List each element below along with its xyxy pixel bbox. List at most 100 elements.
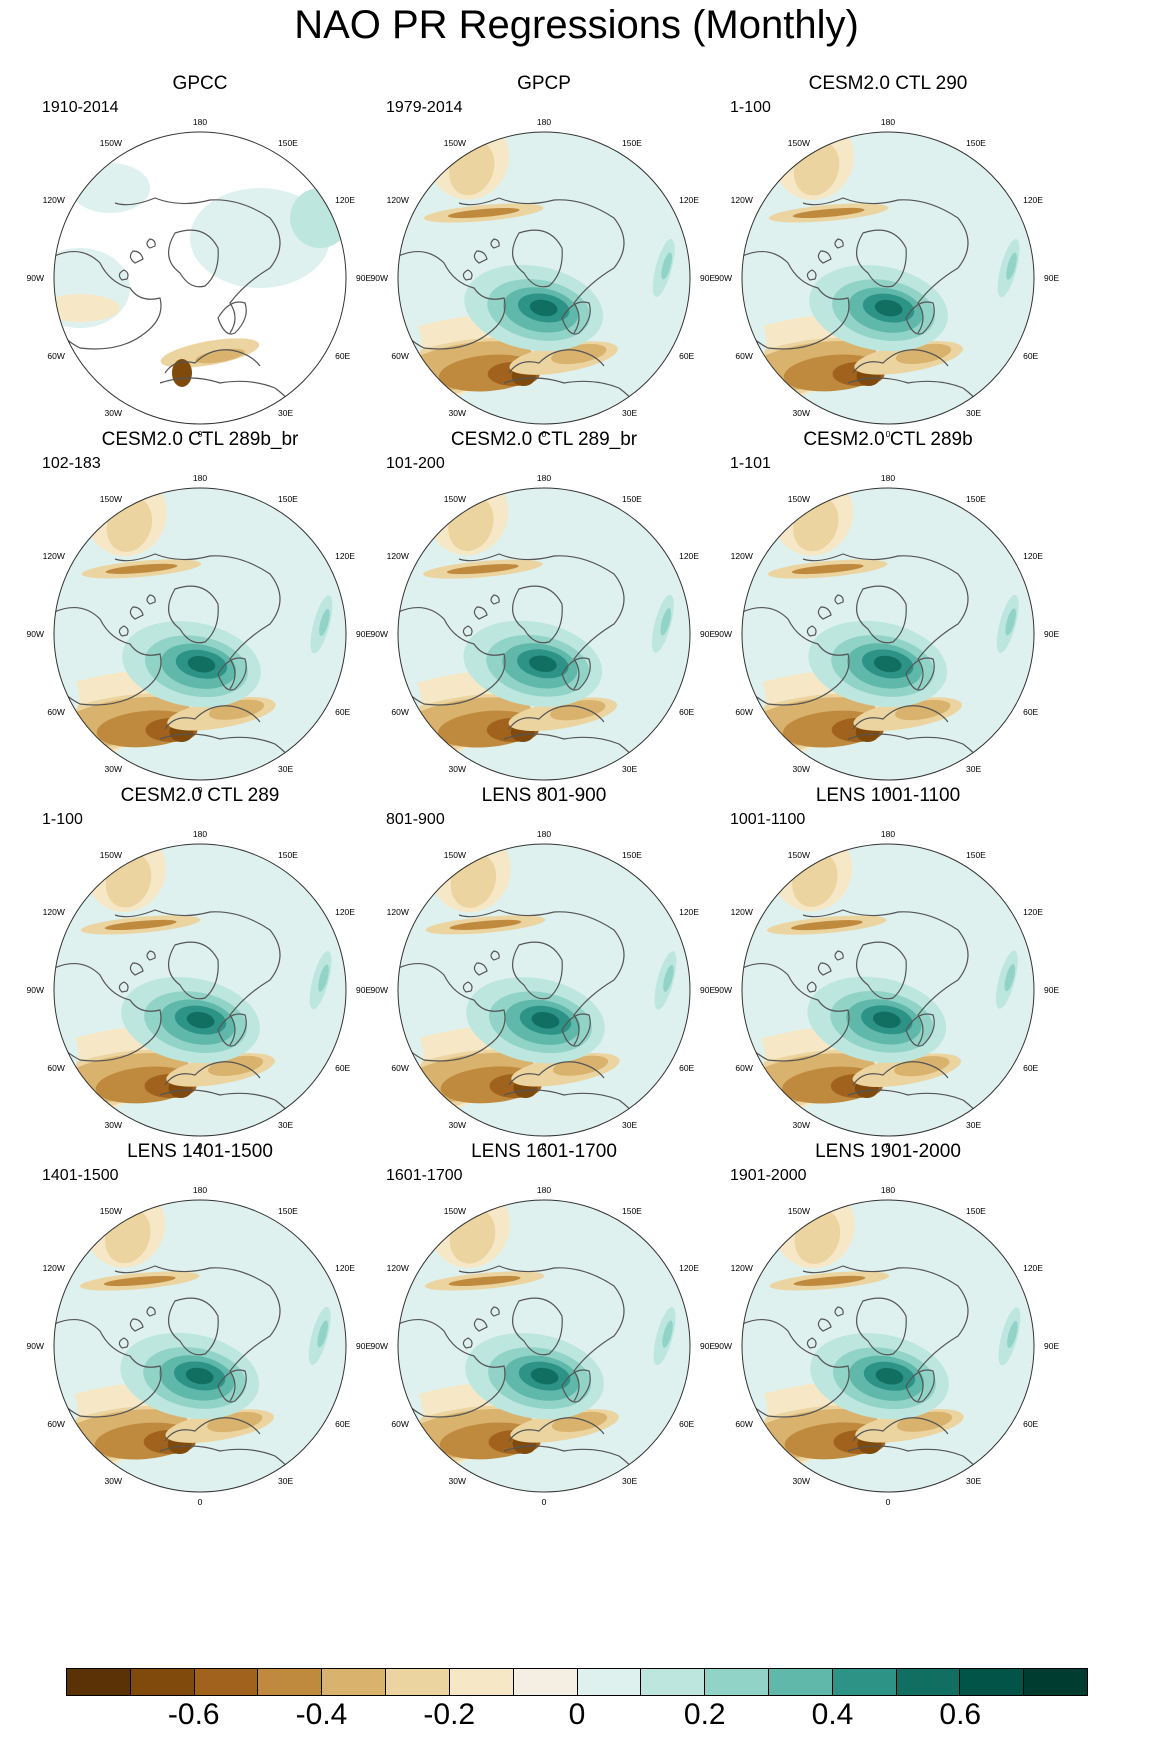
panel-period: 102-183 [42, 455, 101, 472]
longitude-label: 30W [793, 764, 810, 774]
panel-period: 1601-1700 [386, 1167, 463, 1184]
longitude-label: 60W [391, 707, 408, 717]
longitude-label: 150W [788, 1206, 810, 1216]
colorbar-swatch [194, 1669, 259, 1695]
precip-anomaly-contour [318, 964, 329, 992]
longitude-label: 120W [731, 195, 753, 205]
map-boundary [53, 1199, 347, 1493]
longitude-label: 150E [622, 1206, 642, 1216]
longitude-label: 60E [679, 351, 694, 361]
precip-anomaly-contour [531, 1012, 560, 1029]
longitude-label: 60E [335, 707, 350, 717]
colorbar-swatch [322, 1669, 387, 1695]
coastline-outline [114, 1265, 281, 1402]
map-panel: LENS 1601-1700 180 150E 120E 90E 60E 30E 0 30W 60… [354, 1140, 734, 1535]
precip-anomaly-contour [908, 188, 989, 248]
longitude-label: 60W [735, 1419, 752, 1429]
longitude-label: 180 [537, 473, 551, 483]
precip-anomaly-contour [448, 1275, 521, 1287]
longitude-label: 120E [679, 195, 699, 205]
map-panel: CESM2.0 CTL 289 180 150E 120E 90E 60E 30E 0 30W 6… [10, 784, 390, 1179]
longitude-label: 150W [444, 850, 466, 860]
longitude-label: 120E [1023, 551, 1043, 561]
map-panel: LENS 1401-1500 180 150E 120E 90E 60E 30E 0 30W 60… [10, 1140, 390, 1535]
coastline-outline [512, 585, 563, 644]
coastline-outline [398, 963, 506, 1062]
precip-anomaly-contour [562, 544, 643, 604]
longitude-label: 90W [371, 629, 388, 639]
precip-anomaly-contour [742, 920, 837, 980]
precip-anomaly-contour [54, 564, 152, 624]
longitude-label: 120W [731, 907, 753, 917]
colorbar-swatch [130, 1669, 195, 1695]
longitude-label: 90E [1044, 273, 1059, 283]
coastline-outline [217, 657, 247, 691]
longitude-label: 120W [387, 195, 409, 205]
longitude-label: 180 [881, 117, 895, 127]
longitude-label: 0 [542, 429, 547, 439]
panel-period: 1-100 [42, 811, 83, 828]
map-panel-grid: GPCC 180 150E 120E 90E 60E 30E 0 30W 60W 90W 120W 15… [10, 72, 1060, 1535]
longitude-label: 90E [700, 273, 715, 283]
longitude-label: 60W [735, 1063, 752, 1073]
longitude-label: 90E [1044, 1341, 1059, 1351]
polar-stereographic-map: 180 150E 120E 90E 60E 30E 0 30W 60W 90W 120W 150W [371, 1185, 716, 1507]
polar-stereographic-map: 180 150E 120E 90E 60E 30E 0 30W 60W 90W 120W 150W [27, 473, 372, 795]
figure-title: NAO PR Regressions (Monthly) [294, 3, 859, 47]
precip-anomaly-contour [662, 1320, 673, 1348]
precip-anomaly-contour [446, 564, 519, 575]
longitude-label: 30E [622, 408, 637, 418]
precip-anomaly-contour [874, 299, 903, 317]
precip-anomaly-contour [103, 1275, 176, 1287]
longitude-label: 0 [542, 785, 547, 795]
map-panel: GPCP 180 150E 120E 90E 60E 30E 0 30W 60W 90W 120W 15… [354, 72, 734, 467]
precip-anomaly-contour [530, 1367, 559, 1385]
precip-anomaly-contour [398, 208, 494, 268]
panel-period: 101-200 [386, 455, 445, 472]
coastline-outline [458, 909, 625, 1046]
colorbar-swatch [386, 1669, 450, 1695]
longitude-label: 30E [966, 1120, 981, 1130]
coastline-outline [905, 301, 935, 335]
longitude-label: 180 [881, 829, 895, 839]
precip-anomaly-contour [529, 299, 558, 317]
precip-anomaly-contour [187, 656, 216, 673]
coastline-outline [114, 553, 281, 690]
precip-anomaly-contour [447, 207, 520, 219]
longitude-label: 180 [881, 1185, 895, 1195]
longitude-label: 30W [449, 1120, 466, 1130]
coastline-outline [856, 1297, 907, 1356]
longitude-label: 0 [886, 1141, 891, 1151]
longitude-label: 30W [449, 408, 466, 418]
longitude-label: 90E [700, 985, 715, 995]
longitude-label: 90W [715, 273, 732, 283]
polar-stereographic-map: 180 150E 120E 90E 60E 30E 0 30W 60W 90W 120W 150W [715, 473, 1060, 795]
longitude-label: 180 [881, 473, 895, 483]
coastline-outline [561, 657, 591, 691]
precip-anomaly-contour [873, 655, 902, 673]
longitude-label: 120E [335, 195, 355, 205]
precip-anomaly-contour [317, 1320, 329, 1348]
longitude-label: 30E [278, 1476, 293, 1486]
coastline-outline [217, 1369, 247, 1403]
precip-anomaly-contour [1004, 964, 1016, 992]
longitude-label: 120E [679, 1263, 699, 1273]
coastline-outline [114, 909, 281, 1046]
precip-anomaly-contour [793, 1275, 866, 1286]
colorbar-tick-label: -0.4 [295, 1698, 348, 1731]
polar-stereographic-map: 180 150E 120E 90E 60E 30E 0 30W 60W 90W 120W 150W [715, 829, 1060, 1151]
coastline-outline [905, 1369, 935, 1403]
coastline-outline [164, 349, 261, 374]
panel-title: CESM2.0 CTL 289b [803, 429, 973, 450]
coastline-outline [168, 941, 219, 1000]
coastline-outline [462, 1306, 500, 1349]
coastline-outline [168, 1297, 219, 1356]
longitude-label: 120W [43, 195, 65, 205]
longitude-label: 30W [793, 1476, 810, 1486]
longitude-label: 90E [700, 1341, 715, 1351]
longitude-label: 60E [679, 1063, 694, 1073]
longitude-label: 60E [679, 1419, 694, 1429]
longitude-label: 60W [735, 707, 752, 717]
longitude-label: 60W [47, 707, 64, 717]
longitude-label: 60E [679, 707, 694, 717]
